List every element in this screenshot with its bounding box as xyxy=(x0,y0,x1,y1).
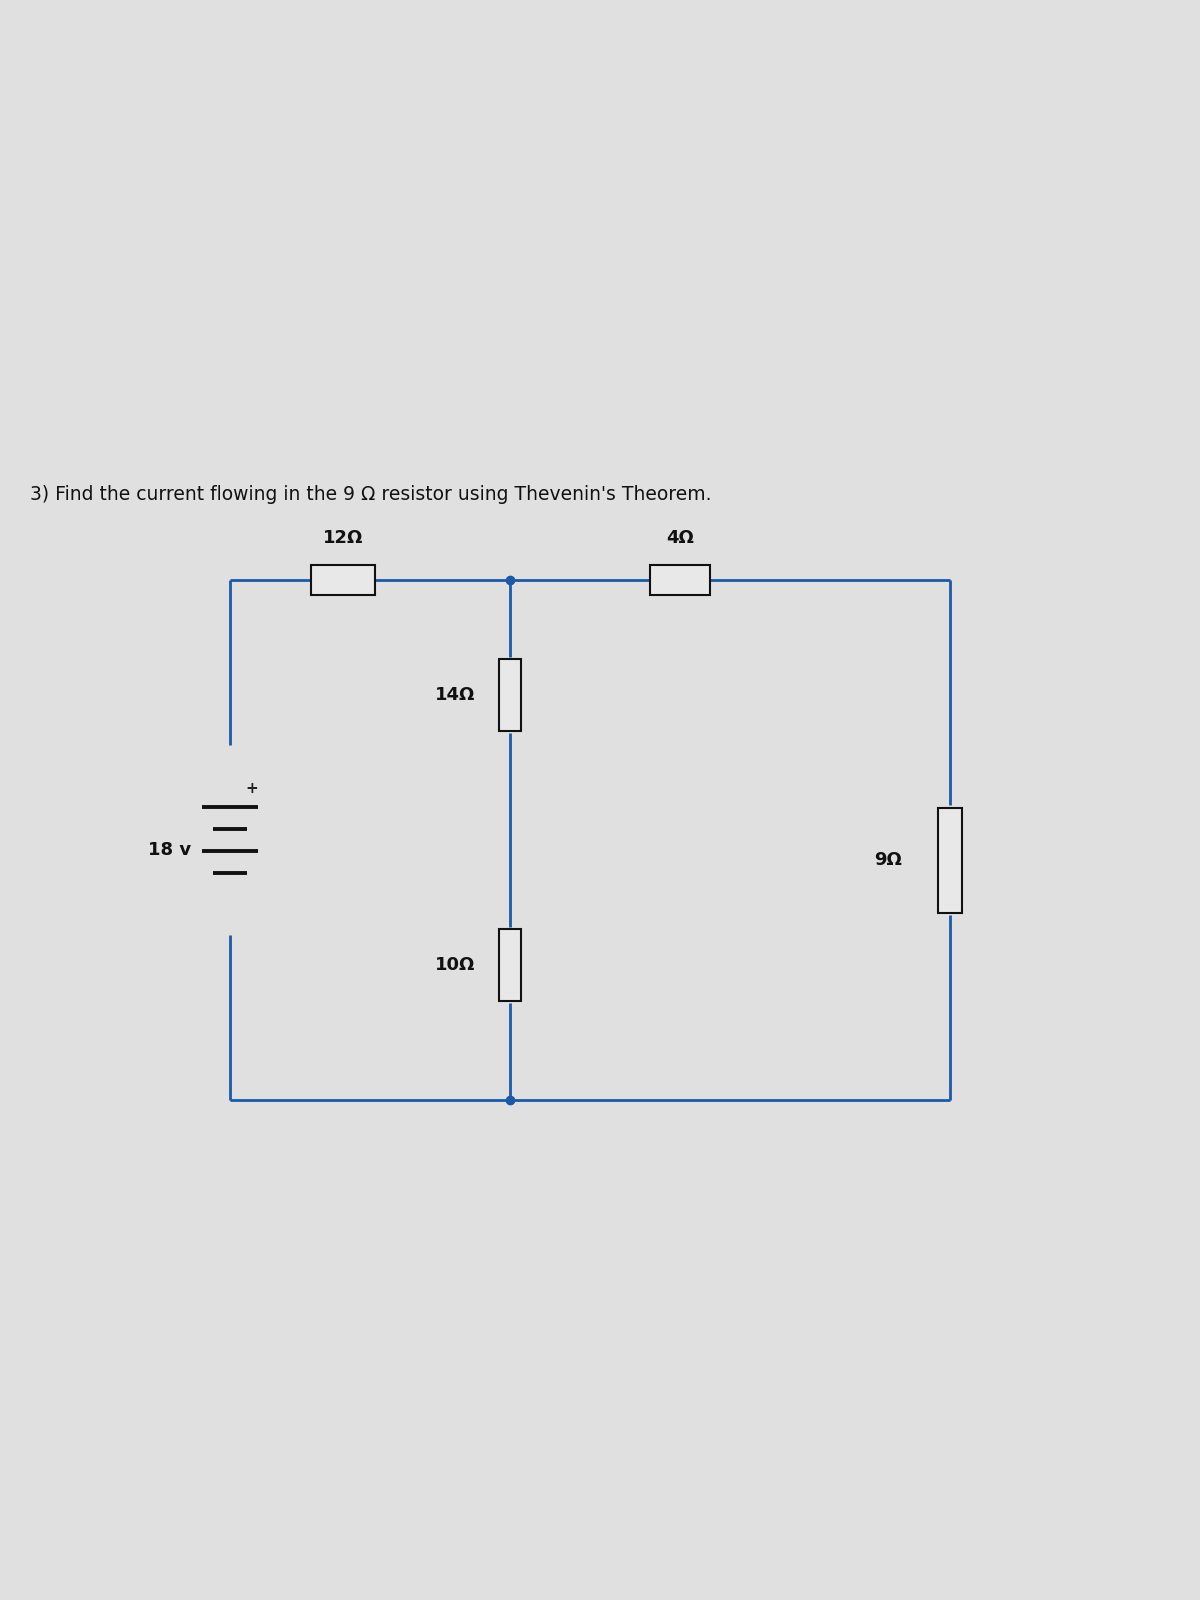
Text: 12Ω: 12Ω xyxy=(323,530,364,547)
Text: 9Ω: 9Ω xyxy=(874,851,902,869)
Text: 10Ω: 10Ω xyxy=(434,955,475,974)
Bar xyxy=(499,659,521,731)
Bar xyxy=(938,808,962,912)
Bar xyxy=(499,930,521,1002)
Text: +: + xyxy=(246,781,258,795)
Text: 3) Find the current flowing in the 9 Ω resistor using Thevenin's Theorem.: 3) Find the current flowing in the 9 Ω r… xyxy=(30,485,712,504)
Text: 18 v: 18 v xyxy=(149,842,192,859)
Text: 14Ω: 14Ω xyxy=(434,686,475,704)
Bar xyxy=(311,565,376,595)
Text: 4Ω: 4Ω xyxy=(666,530,694,547)
Bar xyxy=(650,565,710,595)
